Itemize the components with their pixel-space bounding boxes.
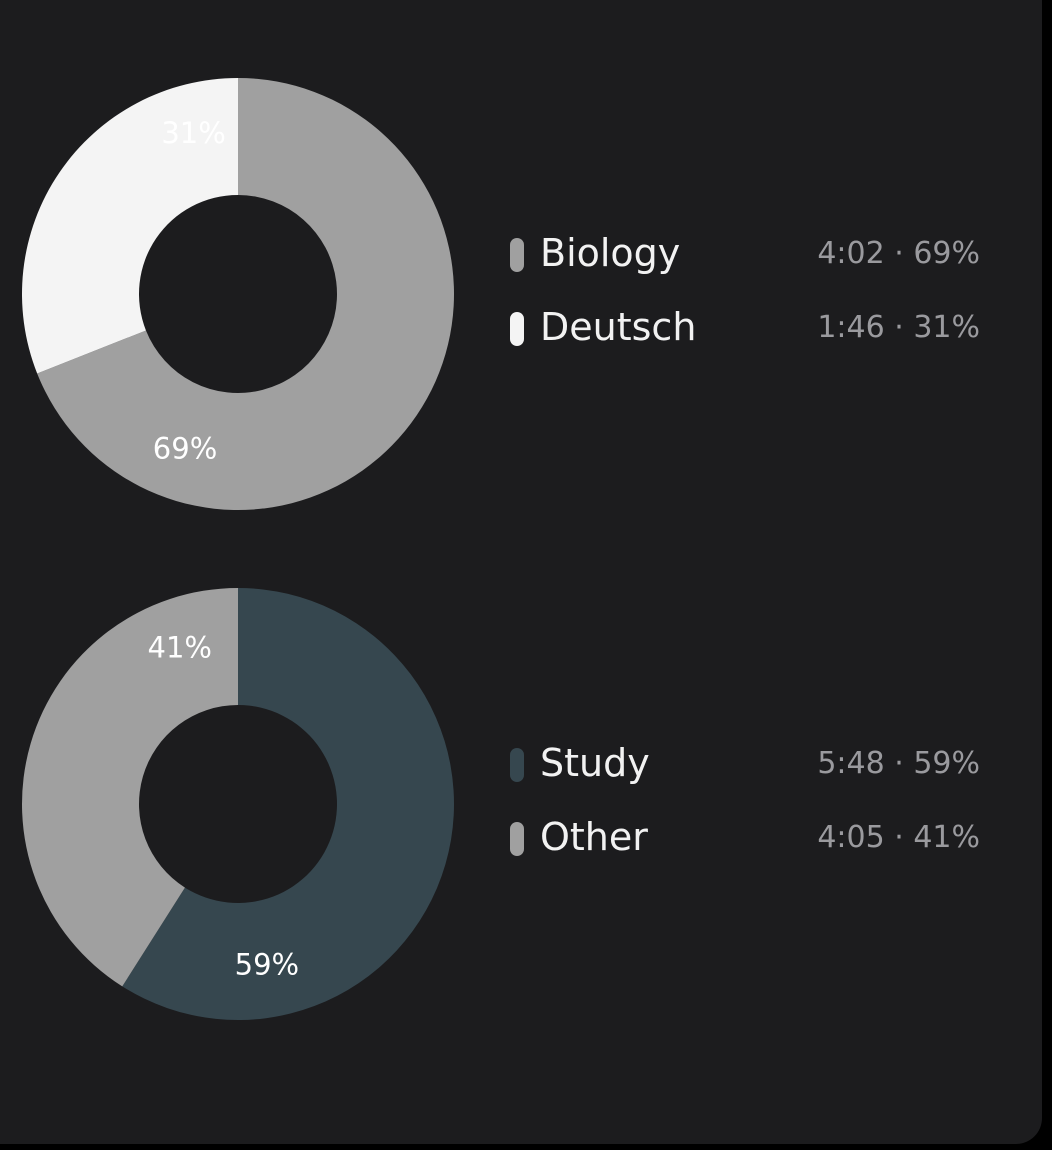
legend-value-study: 5:48 · 59% [817,746,980,781]
legend-label-study: Study [540,741,650,785]
activity-legend: Study 5:48 · 59% Other 4:05 · 41% [508,730,988,878]
subject-legend: Biology 4:02 · 69% Deutsch 1:46 · 31% [508,220,988,368]
slice-label-biology: 69% [153,431,217,465]
slice-biology[interactable] [37,78,455,510]
legend-swatch-biology [510,238,524,272]
legend-label-deutsch: Deutsch [540,305,697,349]
legend-swatch-study [510,748,524,782]
legend-value-biology: 4:02 · 69% [817,236,980,271]
activity-donut-chart: 59% 41% [21,588,454,1020]
legend-label-other: Other [540,815,648,859]
slice-label-study: 59% [235,947,299,981]
slice-label-deutsch: 31% [161,116,225,150]
slice-deutsch[interactable] [22,78,239,374]
legend-item-biology[interactable]: Biology 4:02 · 69% [508,220,988,294]
legend-swatch-deutsch [510,312,524,346]
subject-donut-chart: 69% 31% [22,78,455,510]
legend-item-study[interactable]: Study 5:48 · 59% [508,730,988,804]
legend-label-biology: Biology [540,231,681,275]
legend-swatch-other [510,822,524,856]
legend-item-other[interactable]: Other 4:05 · 41% [508,804,988,878]
legend-value-deutsch: 1:46 · 31% [817,310,980,345]
slice-study[interactable] [122,588,454,1020]
slice-label-other: 41% [148,631,212,665]
legend-value-other: 4:05 · 41% [817,820,980,855]
legend-item-deutsch[interactable]: Deutsch 1:46 · 31% [508,294,988,368]
slice-other[interactable] [21,588,238,987]
activity-breakdown-chart: 59% 41% Study 5:48 · 59% Other 4:05 · 41% [0,574,1042,1034]
subject-breakdown-chart: 69% 31% Biology 4:02 · 69% Deutsch 1:46 ·… [0,64,1042,524]
